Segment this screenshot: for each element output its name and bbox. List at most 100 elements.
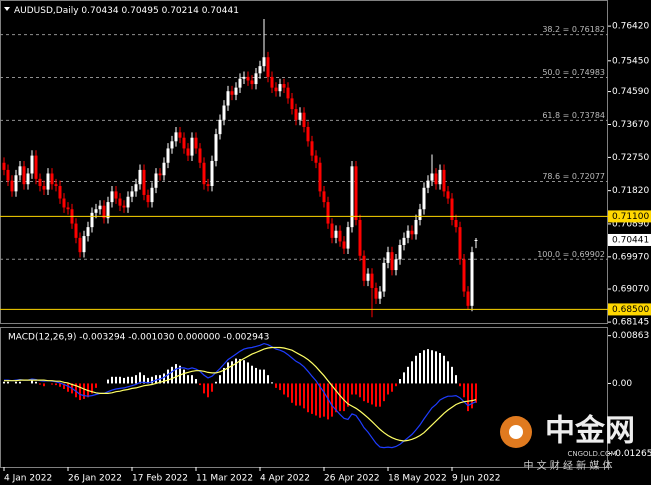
candle-body bbox=[334, 230, 338, 238]
candle-body bbox=[474, 239, 478, 241]
y-tick-label: 0.75450 bbox=[612, 56, 649, 66]
candle-body bbox=[250, 80, 254, 85]
candle-body bbox=[230, 91, 234, 95]
candle-body bbox=[274, 87, 278, 92]
candle-body bbox=[106, 202, 110, 219]
level-label: 0.68500 bbox=[612, 305, 649, 315]
y-tick-label: 0.00 bbox=[612, 379, 632, 389]
menu-icon bbox=[4, 7, 10, 11]
candle-body bbox=[162, 162, 166, 176]
fib-label: 100.0 = 0.69902 bbox=[537, 250, 605, 259]
x-tick-label: 26 Apr 2022 bbox=[324, 474, 380, 484]
candle-body bbox=[18, 166, 22, 176]
candle-body bbox=[146, 194, 150, 203]
candle-body bbox=[222, 105, 226, 120]
candle-body bbox=[86, 227, 90, 237]
candle-body bbox=[10, 180, 14, 192]
candle-body bbox=[262, 57, 266, 67]
y-tick-label: 0.71820 bbox=[612, 186, 649, 196]
candle-body bbox=[138, 169, 142, 185]
candle-body bbox=[210, 160, 214, 187]
candle-body bbox=[302, 112, 306, 127]
low-value: 0.70214 bbox=[162, 6, 199, 16]
candle-body bbox=[298, 112, 302, 120]
candle-body bbox=[126, 196, 130, 208]
candle-body bbox=[282, 84, 286, 88]
level-label: 0.71100 bbox=[612, 212, 649, 222]
candle-body bbox=[122, 205, 126, 208]
x-tick-label: 4 Apr 2022 bbox=[260, 474, 310, 484]
candle-body bbox=[454, 219, 458, 228]
candle-body bbox=[74, 223, 78, 238]
symbol: AUDUSD,Daily bbox=[14, 6, 79, 16]
candle-body bbox=[62, 198, 66, 208]
candle-body bbox=[2, 162, 6, 170]
candle-body bbox=[362, 255, 366, 281]
level-tag bbox=[608, 303, 651, 316]
candle-body bbox=[418, 209, 422, 220]
candle-body bbox=[174, 132, 178, 142]
macd-header: MACD(12,26,9) -0.003294 -0.001030 0.0000… bbox=[8, 333, 269, 343]
y-tick-label: -0.012657 bbox=[612, 449, 651, 459]
candle-body bbox=[58, 186, 62, 199]
candle-body bbox=[202, 162, 206, 185]
candle-body bbox=[466, 291, 470, 306]
candle-body bbox=[178, 132, 182, 138]
chart-header: AUDUSD,Daily 0.70434 0.70495 0.70214 0.7… bbox=[14, 6, 239, 16]
candle-body bbox=[150, 187, 154, 203]
candle-body bbox=[134, 184, 138, 192]
candle-body bbox=[394, 259, 398, 271]
candle-body bbox=[390, 252, 394, 271]
slogan: 中 文 财 经 新 媒 体 bbox=[523, 459, 612, 472]
y-tick-label: 0.68145 bbox=[612, 318, 649, 328]
main-panel bbox=[0, 0, 608, 324]
fib-label: 61.8 = 0.73784 bbox=[542, 111, 605, 120]
candle-body bbox=[22, 166, 26, 185]
y-tick-label: 0.76420 bbox=[612, 22, 649, 32]
fib-label: 78.6 = 0.72077 bbox=[542, 172, 605, 181]
candle-body bbox=[402, 237, 406, 246]
candle-body bbox=[322, 191, 326, 203]
candle-body bbox=[118, 198, 122, 206]
candle-body bbox=[330, 223, 334, 238]
candle-body bbox=[314, 155, 318, 163]
current-price: 0.70441 bbox=[612, 235, 649, 245]
candle-body bbox=[358, 219, 362, 256]
candle-body bbox=[90, 212, 94, 228]
candle-body bbox=[450, 198, 454, 220]
y-tick-label: 0.00863 bbox=[612, 331, 649, 341]
candle-body bbox=[438, 169, 442, 185]
candle-body bbox=[238, 78, 242, 88]
candle-body bbox=[30, 155, 34, 174]
candle-body bbox=[6, 169, 10, 181]
candle-body bbox=[382, 262, 386, 292]
brand: 中金网 bbox=[545, 414, 635, 449]
x-tick-label: 9 Jun 2022 bbox=[452, 474, 500, 484]
candle-body bbox=[154, 173, 158, 188]
candle-body bbox=[82, 236, 86, 253]
candle-body bbox=[270, 76, 274, 88]
x-tick-label: 4 Jan 2022 bbox=[4, 474, 52, 484]
candle-body bbox=[398, 245, 402, 260]
candle-body bbox=[446, 191, 450, 199]
x-tick-label: 17 Feb 2022 bbox=[132, 474, 188, 484]
candle-body bbox=[214, 134, 218, 161]
candle-body bbox=[306, 126, 310, 142]
candle-body bbox=[470, 252, 474, 306]
price-tag bbox=[608, 233, 651, 246]
candle-body bbox=[186, 148, 190, 156]
candle-body bbox=[26, 173, 30, 185]
candle-body bbox=[182, 137, 186, 149]
candle-body bbox=[278, 84, 282, 92]
candle-body bbox=[462, 259, 466, 292]
y-tick-label: 0.70890 bbox=[612, 219, 649, 229]
x-tick-label: 18 May 2022 bbox=[388, 474, 447, 484]
candle-body bbox=[354, 166, 358, 220]
candle-body bbox=[206, 184, 210, 187]
candle-body bbox=[46, 173, 50, 190]
candle-body bbox=[242, 76, 246, 79]
candle-body bbox=[290, 98, 294, 110]
candle-body bbox=[458, 227, 462, 260]
